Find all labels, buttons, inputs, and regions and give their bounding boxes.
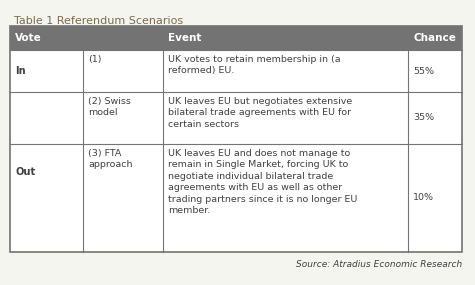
Text: UK leaves EU and does not manage to
remain in Single Market, forcing UK to
negot: UK leaves EU and does not manage to rema… xyxy=(168,149,357,215)
Text: UK leaves EU but negotiates extensive
bilateral trade agreements with EU for
cer: UK leaves EU but negotiates extensive bi… xyxy=(168,97,352,129)
Text: (2) Swiss
model: (2) Swiss model xyxy=(88,97,131,117)
Bar xyxy=(10,26,462,252)
Text: 55%: 55% xyxy=(413,66,434,76)
Text: 35%: 35% xyxy=(413,113,434,123)
Text: Table 1 Referendum Scenarios: Table 1 Referendum Scenarios xyxy=(14,16,183,26)
Text: (3) FTA
approach: (3) FTA approach xyxy=(88,149,133,170)
Bar xyxy=(10,26,462,252)
Text: Event: Event xyxy=(168,33,201,43)
Text: 10%: 10% xyxy=(413,194,434,203)
Text: Out: Out xyxy=(15,167,35,177)
Text: UK votes to retain membership in (a
reformed) EU.: UK votes to retain membership in (a refo… xyxy=(168,55,341,76)
Text: In: In xyxy=(15,66,26,76)
Text: (1): (1) xyxy=(88,55,102,64)
Text: Chance: Chance xyxy=(413,33,456,43)
Bar xyxy=(10,26,462,50)
Text: Source: Atradius Economic Research: Source: Atradius Economic Research xyxy=(296,260,462,269)
Text: Vote: Vote xyxy=(15,33,42,43)
